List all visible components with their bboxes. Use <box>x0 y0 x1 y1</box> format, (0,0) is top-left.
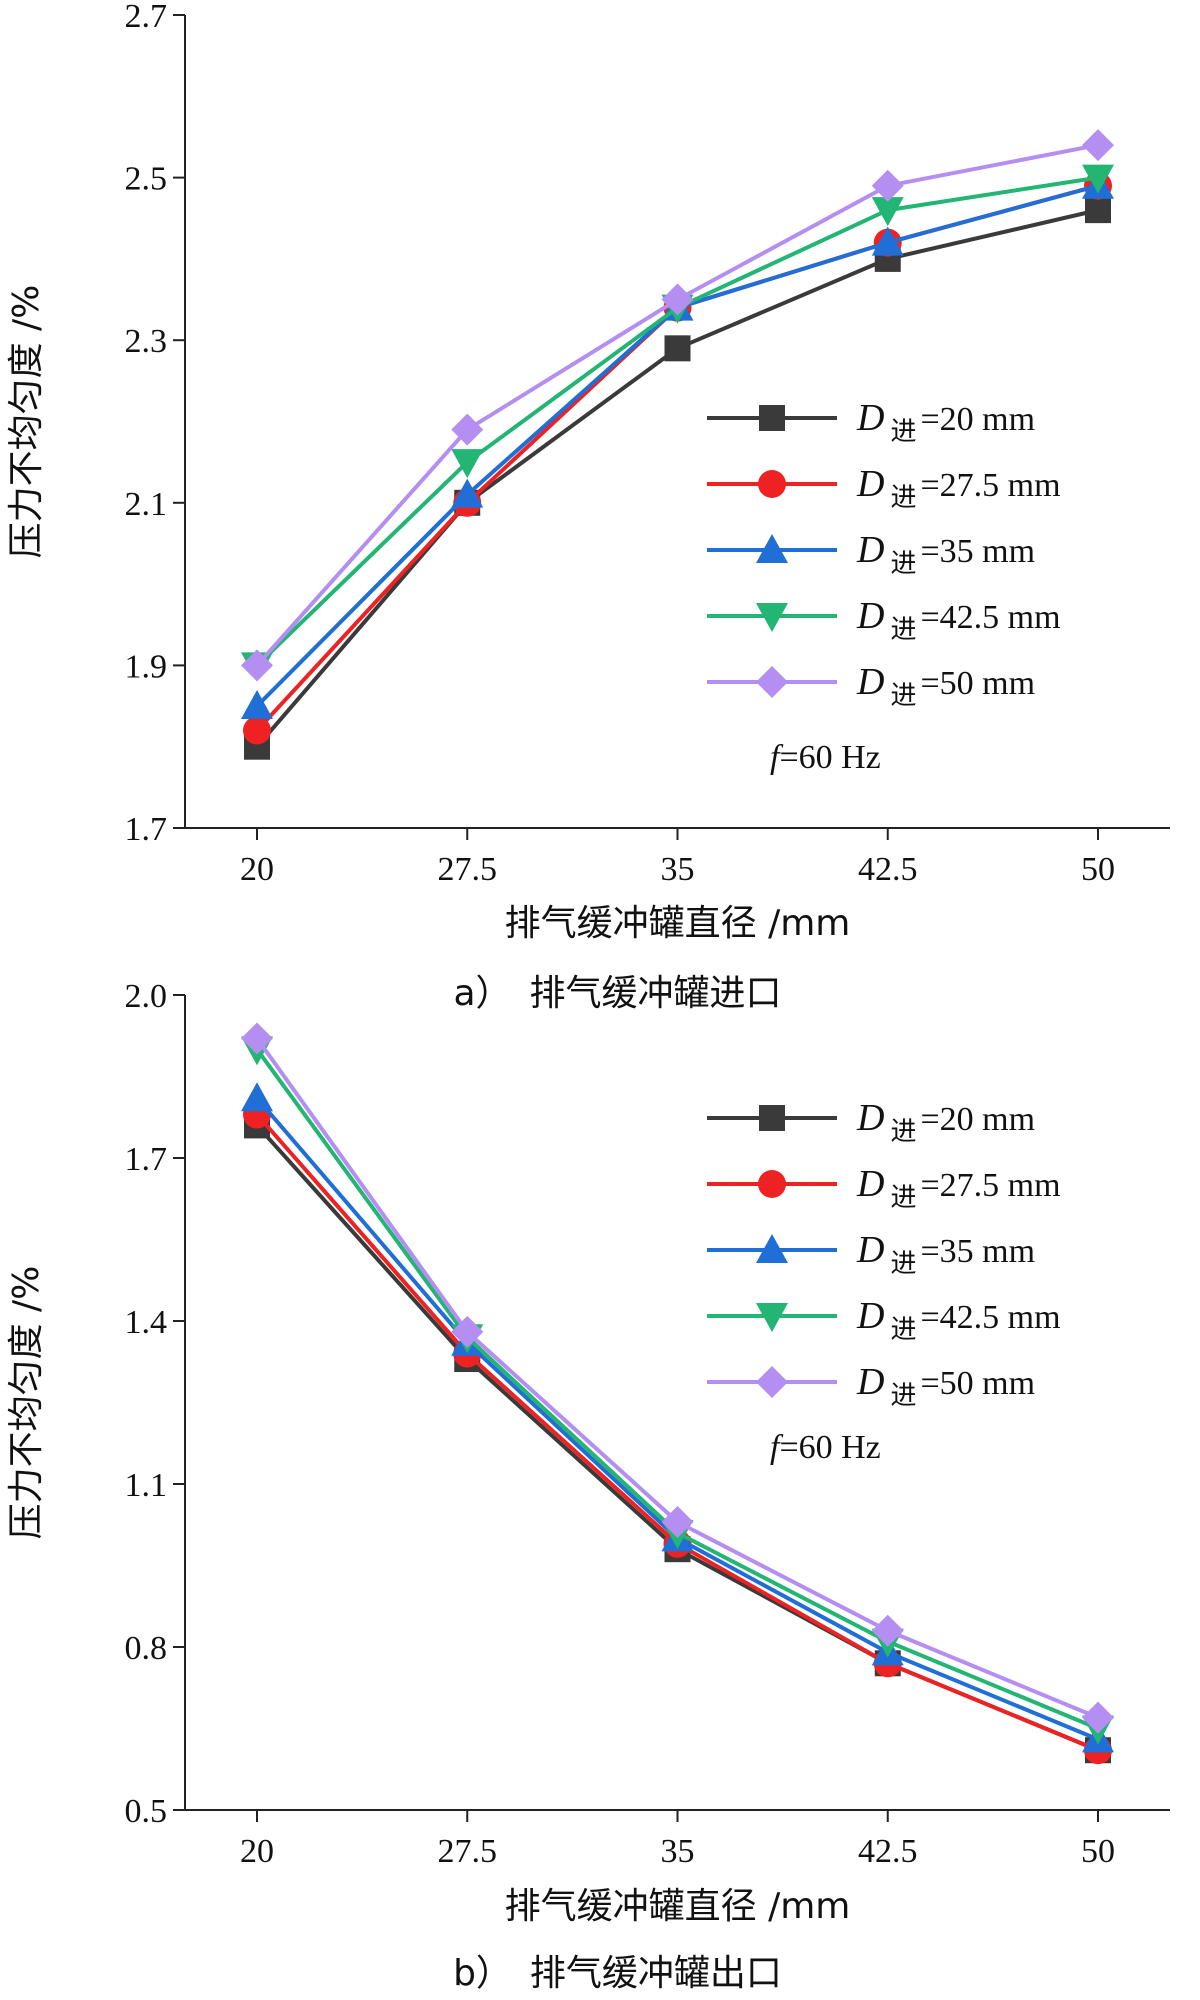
legend-marker <box>756 1234 788 1263</box>
x-tick-label: 42.5 <box>858 1833 918 1870</box>
series-line <box>255 183 1099 732</box>
data-point <box>1082 129 1114 162</box>
frequency-note: f=60 Hz <box>770 1429 881 1466</box>
data-point <box>1082 164 1114 194</box>
legend-label: D 进 =27.5 mm <box>856 463 1061 513</box>
legend-marker <box>756 1366 788 1398</box>
legend-label: D 进 =20 mm <box>856 397 1035 447</box>
legend-label: D 进 =42.5 mm <box>856 595 1061 645</box>
x-tick-label: 35 <box>661 1833 695 1870</box>
legend-entry: D 进 =50 mm <box>707 661 1035 711</box>
data-point <box>241 1082 273 1112</box>
data-point <box>1082 1701 1114 1734</box>
legend-entry: D 进 =20 mm <box>707 1097 1035 1147</box>
legend-entry: D 进 =27.5 mm <box>707 1163 1061 1213</box>
y-tick-label: 1.1 <box>125 1467 168 1504</box>
x-tick-label: 27.5 <box>438 851 498 888</box>
legend-entry: D 进 =35 mm <box>707 529 1035 579</box>
y-tick-label: 2.3 <box>125 323 168 360</box>
legend-label: D 进 =20 mm <box>856 1097 1035 1147</box>
legend-marker <box>758 1170 786 1198</box>
legend-marker <box>759 1105 785 1131</box>
data-point <box>451 478 484 508</box>
legend-label: D 进 =50 mm <box>856 1361 1035 1411</box>
legend-marker <box>756 603 788 632</box>
series-50mm <box>241 1022 1114 1734</box>
legend-entry: D 进 =42.5 mm <box>707 595 1061 645</box>
legend-label: D 进 =50 mm <box>856 661 1035 711</box>
data-point <box>241 649 273 682</box>
legend-entry: D 进 =50 mm <box>707 1361 1035 1411</box>
legend-label: D 进 =35 mm <box>856 1229 1035 1279</box>
y-tick-label: 2.1 <box>125 486 168 523</box>
data-point <box>661 283 694 316</box>
data-point <box>241 1022 273 1055</box>
legend-label: D 进 =42.5 mm <box>856 1295 1061 1345</box>
data-point <box>664 335 691 362</box>
data-point <box>243 716 271 745</box>
chart-a: 1.7 1.9 2.1 2.3 2.5 2.7 20 27.5 35 42.5 50 排气缓冲罐直径 … <box>6 0 1170 1014</box>
series-line <box>255 1113 1099 1753</box>
y-axis-label: 压力不均匀度 /% <box>6 285 47 559</box>
data-point <box>451 413 484 446</box>
y-tick-label: 2.7 <box>125 0 168 35</box>
legend-marker <box>759 405 785 431</box>
legend-entry: D 进 =27.5 mm <box>707 463 1061 513</box>
series-27.5mm <box>243 171 1112 745</box>
data-point <box>451 1315 484 1348</box>
data-point <box>871 226 904 256</box>
legend-marker <box>756 1303 788 1332</box>
data-point <box>1085 197 1111 224</box>
legend-marker <box>756 534 788 563</box>
y-tick-label: 2.5 <box>125 161 168 198</box>
legend: D 进 =20 mm D 进 =27.5 mm D 进 =35 mm D 进 =42.5 mm D 进 =5… <box>707 397 1061 711</box>
legend-label: D 进 =35 mm <box>856 529 1035 579</box>
series-35mm <box>241 169 1114 720</box>
data-point <box>241 690 273 720</box>
y-axis-label: 压力不均匀度 /% <box>6 1266 47 1540</box>
legend-marker <box>758 470 786 498</box>
y-tick-label: 1.7 <box>125 811 168 848</box>
y-tick-label: 0.5 <box>125 1793 168 1830</box>
chart-caption: a） 排气缓冲罐进口 <box>453 973 781 1014</box>
frequency-note: f=60 Hz <box>770 739 881 776</box>
legend-marker <box>756 666 788 698</box>
data-point <box>871 169 904 202</box>
x-axis-label: 排气缓冲罐直径 /mm <box>505 1886 851 1927</box>
x-tick-label: 27.5 <box>438 1833 498 1870</box>
series-50mm <box>241 129 1114 682</box>
x-tick-label: 42.5 <box>858 851 918 888</box>
x-tick-label: 35 <box>661 851 695 888</box>
y-tick-label: 1.4 <box>125 1304 168 1341</box>
legend: D 进 =20 mm D 进 =27.5 mm D 进 =35 mm D 进 =42.5 mm D 进 =5… <box>707 1097 1061 1411</box>
legend-label: D 进 =27.5 mm <box>856 1163 1061 1213</box>
x-tick-label: 20 <box>240 851 274 888</box>
x-tick-label: 20 <box>240 1833 274 1870</box>
y-tick-label: 1.7 <box>125 1141 168 1178</box>
legend-entry: D 进 =20 mm <box>707 397 1035 447</box>
x-tick-label: 50 <box>1081 851 1115 888</box>
legend-entry: D 进 =35 mm <box>707 1229 1035 1279</box>
data-point <box>661 1506 694 1539</box>
legend-entry: D 进 =42.5 mm <box>707 1295 1061 1345</box>
x-axis-label: 排气缓冲罐直径 /mm <box>505 903 851 944</box>
chart-b: 0.5 0.8 1.1 1.4 1.7 2.0 20 27.5 35 42.5 50 排气缓冲罐直径 … <box>6 978 1170 1994</box>
data-point <box>451 449 484 479</box>
y-tick-label: 2.0 <box>125 978 168 1015</box>
y-tick-label: 1.9 <box>125 648 168 685</box>
data-point <box>871 197 904 227</box>
data-point <box>871 1614 904 1647</box>
y-tick-label: 0.8 <box>125 1630 168 1667</box>
x-tick-label: 50 <box>1081 1833 1115 1870</box>
chart-caption: b） 排气缓冲罐出口 <box>453 1953 782 1994</box>
